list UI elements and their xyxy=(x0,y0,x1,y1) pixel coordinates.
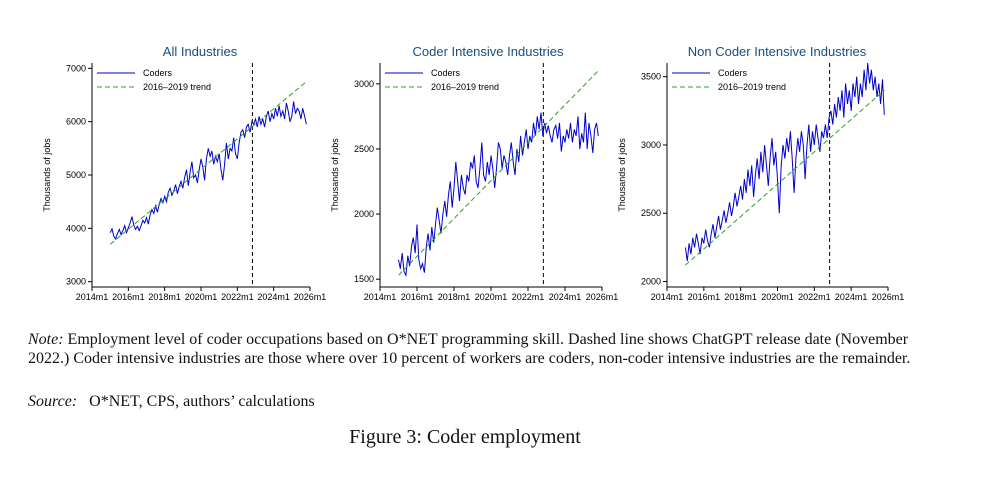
charts-figure: All Industries 3000 4000 5000 6000 7000 2014m1… xyxy=(42,44,905,302)
coders-line xyxy=(109,101,307,241)
x-tick-label: 2016m1 xyxy=(401,292,434,302)
y-tick-label: 4000 xyxy=(66,223,86,233)
y-axis-title: Thousands of jobs xyxy=(617,138,627,212)
coders-line xyxy=(684,62,885,262)
trend-line xyxy=(109,81,307,245)
legend-label: 2016–2019 trend xyxy=(143,82,211,92)
coders-line xyxy=(398,112,599,278)
y-tick-label: 3500 xyxy=(641,72,661,82)
x-tick-label: 2014m1 xyxy=(76,292,109,302)
figure-caption: Figure 3: Coder employment xyxy=(349,426,581,448)
chart-title: Non Coder Intensive Industries xyxy=(688,44,867,59)
trend-line xyxy=(685,89,885,266)
x-tick-label: 2024m1 xyxy=(257,292,290,302)
source-text: O*NET, CPS, authors’ calculations xyxy=(89,393,315,410)
y-axis-title: Thousands of jobs xyxy=(330,138,340,212)
y-tick-label: 1500 xyxy=(354,274,374,284)
x-tick-label: 2018m1 xyxy=(438,292,471,302)
y-tick-label: 2500 xyxy=(354,144,374,154)
x-tick-label: 2020m1 xyxy=(185,292,218,302)
x-tick-label: 2018m1 xyxy=(148,292,181,302)
chart-title: Coder Intensive Industries xyxy=(412,44,564,59)
legend-label: Coders xyxy=(431,68,461,78)
y-tick-label: 5000 xyxy=(66,170,86,180)
legend-label: 2016–2019 trend xyxy=(431,82,499,92)
source-label: Source: xyxy=(28,393,78,410)
figure-source: Source: O*NET, CPS, authors’ calculation… xyxy=(28,393,315,411)
y-axis-title: Thousands of jobs xyxy=(42,138,52,212)
y-tick-label: 7000 xyxy=(66,63,86,73)
x-tick-label: 2020m1 xyxy=(761,292,794,302)
x-tick-label: 2014m1 xyxy=(364,292,397,302)
x-tick-label: 2022m1 xyxy=(798,292,831,302)
x-tick-label: 2026m1 xyxy=(872,292,905,302)
y-tick-label: 6000 xyxy=(66,117,86,127)
chart-title: All Industries xyxy=(163,44,238,59)
y-tick-label: 2500 xyxy=(641,208,661,218)
y-tick-label: 2000 xyxy=(354,209,374,219)
trend-line xyxy=(398,70,599,276)
x-tick-label: 2016m1 xyxy=(112,292,145,302)
y-tick-label: 3000 xyxy=(66,277,86,287)
x-tick-label: 2022m1 xyxy=(512,292,545,302)
x-tick-label: 2014m1 xyxy=(651,292,684,302)
x-tick-label: 2022m1 xyxy=(221,292,254,302)
legend-label: Coders xyxy=(143,68,173,78)
y-tick-label: 3000 xyxy=(641,140,661,150)
legend-label: Coders xyxy=(718,68,748,78)
legend-label: 2016–2019 trend xyxy=(718,82,786,92)
x-tick-label: 2016m1 xyxy=(688,292,721,302)
x-tick-label: 2018m1 xyxy=(724,292,757,302)
x-tick-label: 2026m1 xyxy=(294,292,327,302)
note-text: Employment level of coder occupations ba… xyxy=(28,331,911,367)
x-tick-label: 2026m1 xyxy=(586,292,619,302)
x-tick-label: 2024m1 xyxy=(549,292,582,302)
y-tick-label: 2000 xyxy=(641,277,661,287)
y-tick-label: 3000 xyxy=(354,79,374,89)
note-label: Note: xyxy=(28,331,64,348)
x-tick-label: 2020m1 xyxy=(475,292,508,302)
x-tick-label: 2024m1 xyxy=(835,292,868,302)
figure-note: Note: Employment level of coder occupati… xyxy=(28,330,928,368)
